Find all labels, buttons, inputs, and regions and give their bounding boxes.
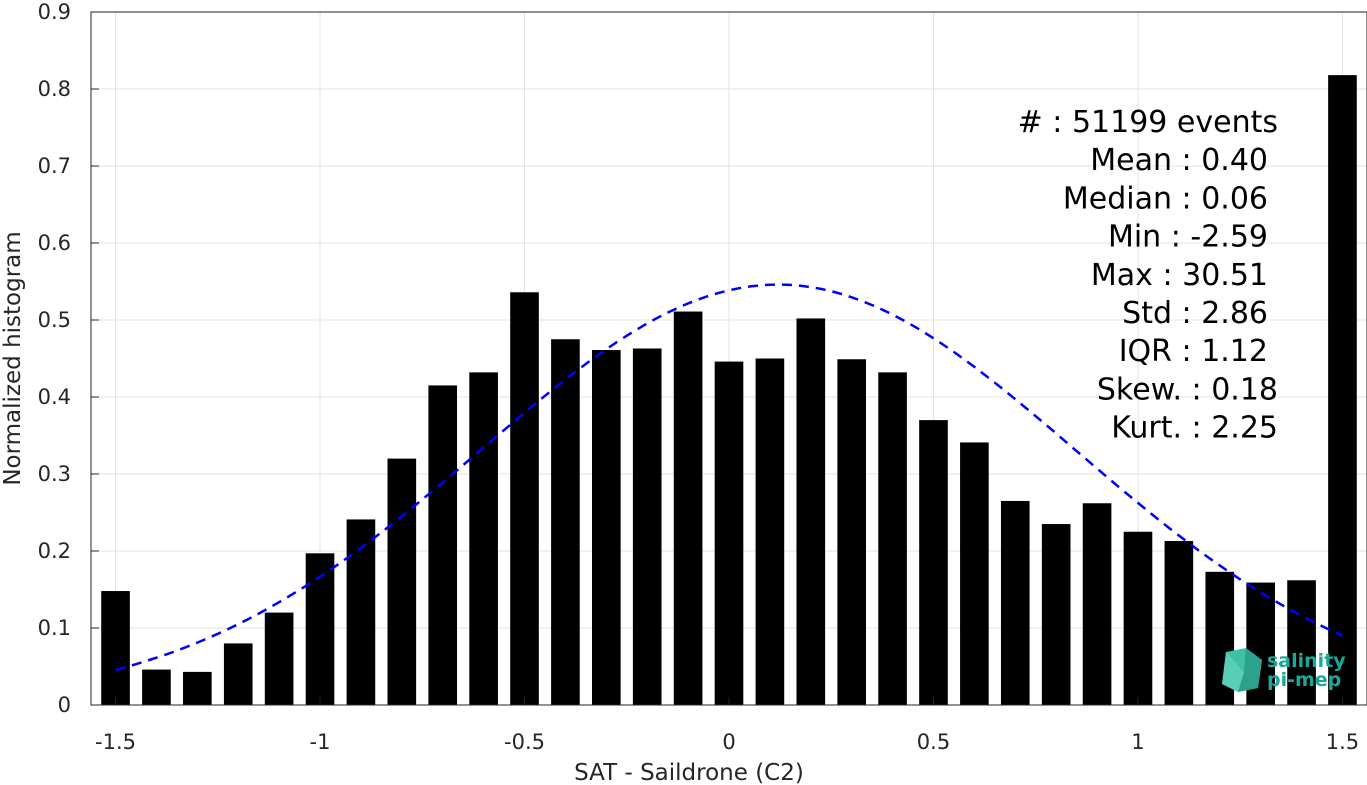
histogram-bar bbox=[1082, 503, 1112, 705]
y-tick-label: 0.9 bbox=[38, 0, 71, 24]
y-tick-label: 0.1 bbox=[38, 616, 71, 640]
stats-line: Kurt. : 2.25 bbox=[1111, 411, 1278, 446]
y-tick-label: 0.3 bbox=[38, 462, 71, 486]
histogram-bar bbox=[591, 350, 621, 705]
histogram-bar bbox=[551, 339, 580, 705]
stats-line: IQR : 1.12 bbox=[1119, 334, 1268, 369]
histogram-bar bbox=[1287, 580, 1316, 705]
histogram-bar bbox=[1000, 500, 1030, 705]
histogram-bar bbox=[796, 318, 826, 705]
y-axis-ticks: 0 0.1 0.2 0.3 0.4 0.5 0.6 0.7 0.8 0.9 bbox=[38, 0, 99, 717]
x-tick-label: -0.5 bbox=[504, 730, 545, 754]
histogram-bar bbox=[837, 359, 867, 705]
histogram-bar bbox=[264, 612, 294, 705]
logo-line-1: salinity bbox=[1267, 650, 1346, 672]
histogram-bar bbox=[755, 358, 785, 705]
histogram-bar bbox=[469, 372, 498, 705]
histogram-bar bbox=[183, 671, 212, 705]
x-axis-title: SAT - Saildrone (C2) bbox=[574, 760, 804, 785]
x-tick-label: 1.5 bbox=[1326, 730, 1359, 754]
stats-line: Median : 0.06 bbox=[1063, 181, 1268, 216]
logo-line-2: pi-mep bbox=[1267, 669, 1341, 691]
histogram-bar bbox=[101, 591, 130, 705]
x-tick-label: 1 bbox=[1131, 730, 1144, 754]
y-tick-label: 0 bbox=[58, 693, 71, 717]
y-tick-label: 0.2 bbox=[38, 539, 71, 563]
histogram-bar bbox=[1041, 524, 1071, 705]
histogram-bar bbox=[960, 442, 989, 705]
histogram-bar bbox=[223, 643, 253, 705]
y-tick-label: 0.5 bbox=[38, 308, 71, 332]
histogram-bar bbox=[1123, 531, 1153, 705]
x-tick-label: 0 bbox=[722, 730, 735, 754]
histogram-bar bbox=[142, 669, 171, 705]
histogram-bar bbox=[714, 361, 744, 705]
stats-line: Mean : 0.40 bbox=[1090, 143, 1268, 178]
histogram-bar bbox=[1164, 540, 1194, 705]
logo-cube-icon bbox=[1222, 648, 1262, 692]
stats-line: # : 51199 events bbox=[1018, 105, 1278, 140]
stats-line: Skew. : 0.18 bbox=[1097, 372, 1278, 407]
histogram-bar bbox=[428, 385, 458, 705]
x-tick-label: -1 bbox=[310, 730, 331, 754]
salinity-pimep-logo: salinity pi-mep bbox=[1222, 648, 1346, 692]
x-tick-label: -1.5 bbox=[95, 730, 136, 754]
y-tick-label: 0.4 bbox=[38, 385, 71, 409]
histogram-bar bbox=[305, 553, 335, 705]
histogram-bar bbox=[878, 372, 907, 705]
y-tick-label: 0.7 bbox=[38, 154, 71, 178]
stats-line: Max : 30.51 bbox=[1091, 258, 1268, 293]
stats-line: Min : -2.59 bbox=[1108, 220, 1268, 255]
histogram-bar bbox=[510, 292, 539, 705]
histogram-bar bbox=[673, 311, 703, 705]
y-tick-label: 0.8 bbox=[38, 77, 71, 101]
x-axis-ticks: -1.5 -1 -0.5 0 0.5 1 1.5 bbox=[95, 697, 1359, 754]
stats-line: Std : 2.86 bbox=[1122, 296, 1268, 331]
histogram-bar bbox=[346, 519, 376, 705]
x-tick-label: 0.5 bbox=[917, 730, 950, 754]
histogram-bar bbox=[1328, 75, 1357, 705]
histogram-bar bbox=[387, 458, 417, 705]
bars bbox=[101, 75, 1357, 705]
fit-curve bbox=[115, 283, 1344, 672]
y-axis-title: Normalized histogram bbox=[0, 231, 26, 485]
histogram-bar bbox=[919, 420, 948, 705]
y-tick-label: 0.6 bbox=[38, 231, 71, 255]
histogram-bar bbox=[632, 348, 662, 705]
